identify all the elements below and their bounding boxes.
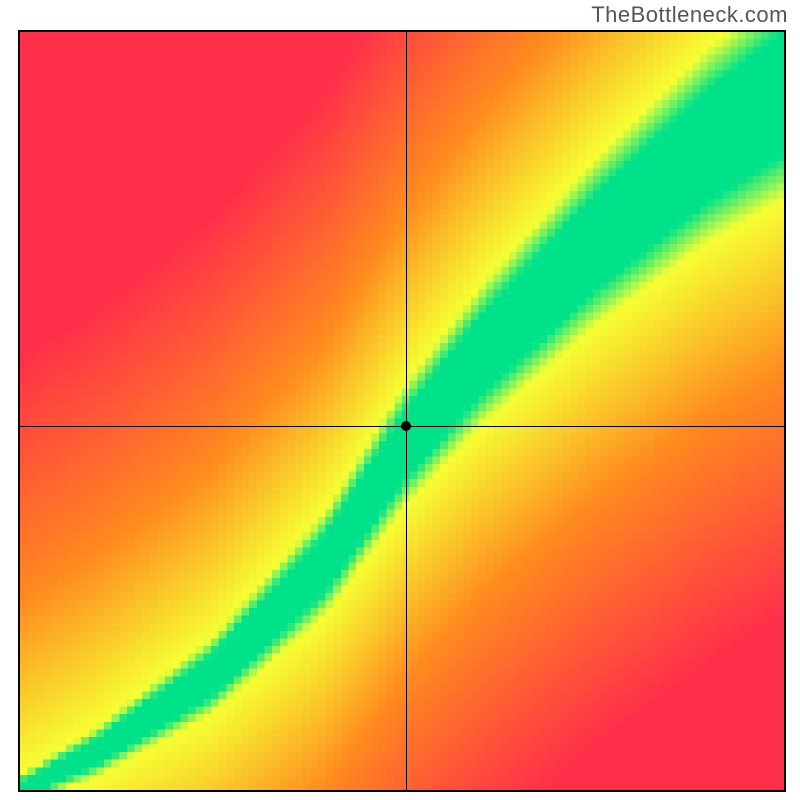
crosshair-vertical xyxy=(406,32,407,790)
plot-area xyxy=(18,30,786,792)
marker-point xyxy=(401,421,411,431)
chart-container: TheBottleneck.com xyxy=(0,0,800,800)
watermark-text: TheBottleneck.com xyxy=(591,2,788,28)
heatmap-canvas xyxy=(20,32,784,790)
